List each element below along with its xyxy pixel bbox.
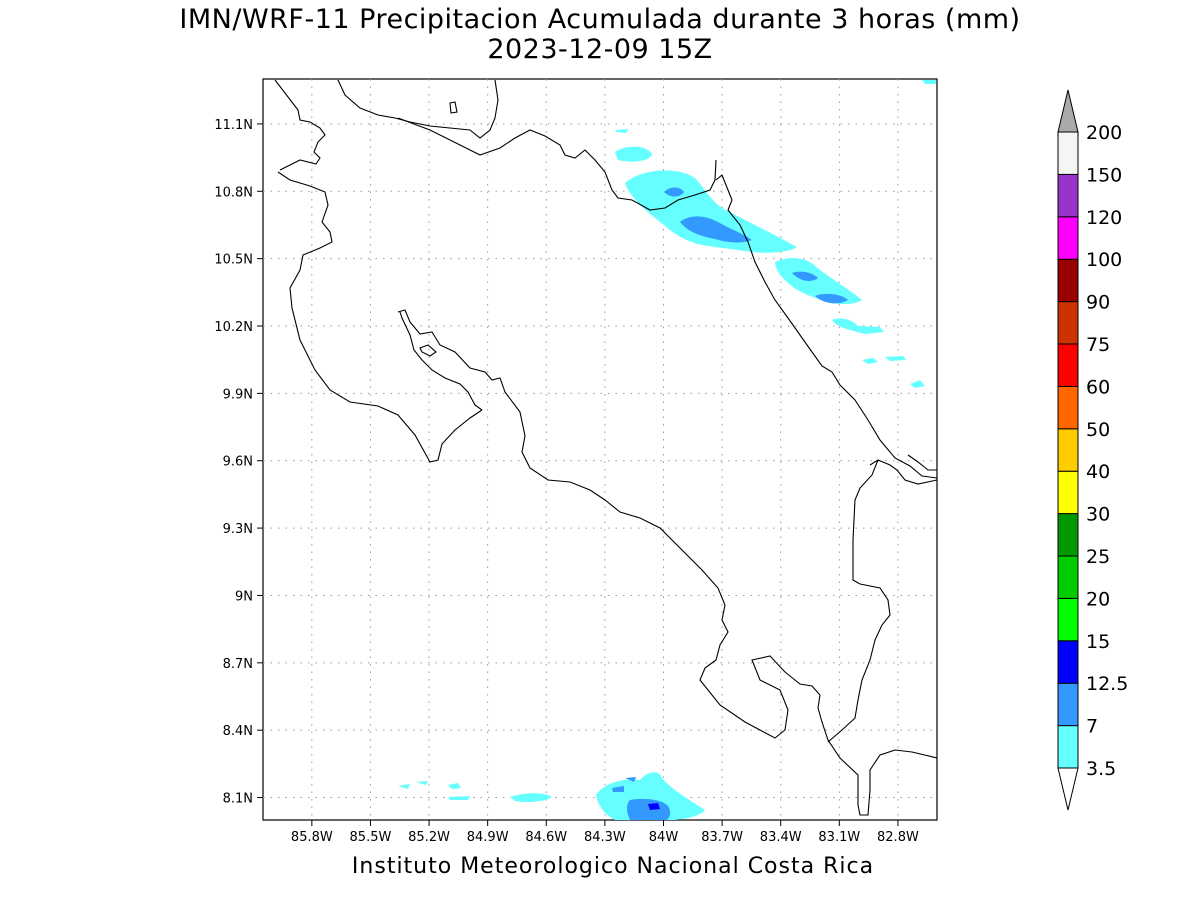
- color-bar-label: 3.5: [1086, 758, 1116, 780]
- color-bar-segment: [1057, 131, 1079, 175]
- lon-tick-label: 83.1W: [818, 830, 860, 845]
- lon-tick-label: 85.8W: [291, 830, 333, 845]
- lon-tick-label: 85.5W: [350, 830, 392, 845]
- precip-area-3.5mm: [862, 358, 878, 364]
- lat-tick-label: 8.1N: [223, 792, 253, 807]
- lat-tick-label: 9.3N: [223, 522, 253, 537]
- color-bar-label: 200: [1086, 122, 1122, 144]
- color-bar-label: 25: [1086, 546, 1110, 568]
- nicoya-inner-coast: [399, 311, 483, 411]
- color-bar-label: 60: [1086, 376, 1110, 398]
- northern-border: [397, 117, 717, 211]
- map-title: IMN/WRF-11 Precipitacion Acumulada duran…: [179, 4, 1021, 35]
- precip-area-7mm: [612, 786, 624, 792]
- lon-tick-label: 84.6W: [525, 830, 567, 845]
- lon-tick-label: 84.9W: [467, 830, 509, 845]
- color-bar: 3.5 7 12.5 15 20 25 30 40 50 60 75 90 100 120 150 200: [1057, 89, 1128, 811]
- precip-area-7mm: [680, 216, 752, 243]
- nicaragua-lake-shore: [274, 79, 326, 171]
- lat-tick-label: 9.9N: [223, 387, 253, 402]
- gulf-island: [419, 344, 437, 357]
- panama-border-south: [827, 459, 891, 743]
- latitude-tick-labels: 11.1N 10.8N 10.5N 10.2N 9.9N 9.6N 9.3N 9N 8.7N 8.…: [214, 118, 253, 807]
- color-bar-segment: [1057, 682, 1079, 727]
- color-bar-segment: [1057, 385, 1079, 430]
- lon-tick-label: 83.4W: [760, 830, 802, 845]
- precip-area-7mm: [792, 271, 818, 281]
- lon-tick-label: 83.7W: [701, 830, 743, 845]
- lat-tick-label: 11.1N: [214, 118, 253, 133]
- color-bar-segment: [1057, 173, 1079, 218]
- color-bar-segment: [1057, 597, 1079, 642]
- lat-tick-label: 10.5N: [214, 253, 253, 268]
- axis-ticks: [257, 123, 899, 826]
- precip-area-3.5mm: [775, 258, 862, 305]
- color-bar-label: 7: [1086, 716, 1098, 738]
- precip-area-3.5mm: [615, 146, 652, 162]
- map-datetime: 2023-12-09 15Z: [487, 34, 713, 65]
- precip-area-7mm: [627, 798, 671, 820]
- precip-area-3.5mm: [416, 781, 428, 785]
- color-bar-label: 120: [1086, 207, 1122, 229]
- precip-area-3.5mm: [398, 784, 410, 789]
- lat-tick-label: 10.8N: [214, 185, 253, 200]
- precip-area-7mm: [625, 777, 636, 782]
- lon-tick-label: 84.3W: [584, 830, 626, 845]
- lon-tick-label: 82.8W: [877, 830, 919, 845]
- precip-area-3.5mm: [910, 380, 925, 388]
- lat-tick-label: 8.7N: [223, 657, 253, 672]
- color-bar-label: 90: [1086, 292, 1110, 314]
- lake-island: [449, 101, 458, 114]
- caribbean-coast: [715, 174, 937, 479]
- precip-area-3.5mm: [616, 129, 628, 133]
- color-bar-label: 30: [1086, 504, 1110, 526]
- precip-area-3.5mm: [832, 318, 884, 334]
- precipitation-areas: [398, 80, 936, 820]
- color-bar-label: 40: [1086, 461, 1110, 483]
- lake-nicaragua-south-shore: [337, 79, 499, 139]
- color-bar-label: 20: [1086, 588, 1110, 610]
- precip-area-3.5mm: [922, 80, 936, 84]
- costa-rica-nicaragua-border: [277, 171, 483, 463]
- lat-tick-label: 9.6N: [223, 455, 253, 470]
- color-bar-segment: [1057, 343, 1079, 387]
- longitude-tick-labels: 85.8W 85.5W 85.2W 84.9W 84.6W 84.3W 84W 83.7W 83…: [291, 830, 919, 845]
- precip-area-3.5mm: [885, 356, 906, 361]
- color-bar-segment: [1057, 725, 1079, 769]
- precip-area-3.5mm: [596, 772, 705, 820]
- precip-area-3.5mm: [448, 783, 461, 789]
- lat-tick-label: 9N: [235, 589, 253, 604]
- peninsula-coast: [907, 454, 937, 471]
- color-bar-segment: [1057, 640, 1079, 684]
- map-frame: [262, 78, 938, 821]
- lat-tick-label: 8.4N: [223, 724, 253, 739]
- color-bar-label: 12.5: [1086, 673, 1128, 695]
- color-bar-label: 15: [1086, 631, 1110, 653]
- color-bar-segment: [1057, 428, 1079, 472]
- color-bar-segment: [1057, 258, 1079, 303]
- color-bar-label: 150: [1086, 164, 1122, 186]
- credit-line: Instituto Meteorologico Nacional Costa R…: [351, 854, 875, 879]
- color-bar-segment: [1057, 555, 1079, 599]
- color-bar-label: 100: [1086, 249, 1122, 271]
- precip-area-7mm: [664, 187, 684, 197]
- color-bar-label: 50: [1086, 419, 1110, 441]
- precip-area-3.5mm: [448, 796, 470, 800]
- lon-tick-label: 84W: [649, 830, 679, 845]
- lat-tick-label: 10.2N: [214, 320, 253, 335]
- color-bar-segment: [1057, 470, 1079, 515]
- coastlines-and-borders: [274, 79, 937, 816]
- color-bar-segment: [1057, 301, 1079, 345]
- color-bar-over-arrow: [1057, 89, 1079, 133]
- precip-area-7mm: [815, 293, 848, 304]
- precip-area-3.5mm: [510, 793, 552, 802]
- color-bar-segment: [1057, 216, 1079, 260]
- color-bar-segment: [1057, 513, 1079, 557]
- color-bar-under-arrow: [1057, 767, 1079, 811]
- color-bar-label: 75: [1086, 334, 1110, 356]
- precip-area-12.5mm: [648, 803, 660, 810]
- nicoya-gulf-coast: [397, 309, 937, 816]
- lon-tick-label: 85.2W: [408, 830, 450, 845]
